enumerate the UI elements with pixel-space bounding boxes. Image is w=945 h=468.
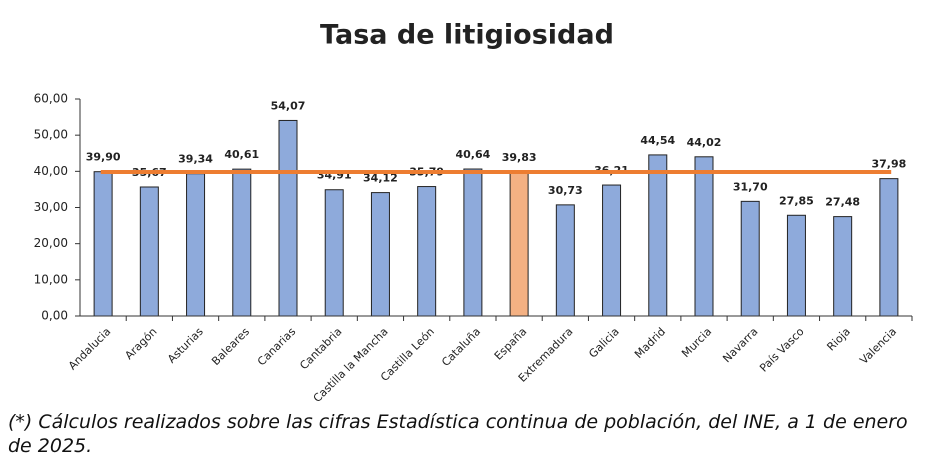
data-label: 44,02: [687, 136, 722, 149]
x-tick-label: Galicia: [586, 325, 622, 361]
bar: [324, 189, 344, 317]
footnote: (*) Cálculos realizados sobre las cifras…: [8, 411, 908, 457]
data-label: 37,98: [871, 158, 906, 171]
x-tick-label: Aragón: [122, 325, 159, 362]
data-label: 27,85: [779, 194, 814, 207]
bar: [417, 186, 437, 317]
data-label: 39,34: [178, 153, 213, 166]
data-label: 39,90: [86, 151, 121, 164]
y-tick-label: 30,00: [34, 200, 68, 214]
bar: [139, 186, 159, 317]
data-label: 30,73: [548, 184, 583, 197]
x-tick-label: Cantabria: [297, 325, 344, 372]
y-tick-label: 0,00: [41, 309, 68, 323]
x-tick-label: País Vasco: [757, 325, 807, 375]
y-tick-label: 10,00: [34, 272, 68, 286]
bar: [602, 184, 622, 317]
bar: [555, 204, 575, 317]
bar: [694, 156, 714, 317]
bar: [740, 200, 760, 317]
chart: Tasa de litigiosidad 0,00 10,00 20,00 30,00…: [34, 20, 913, 405]
data-label: 54,07: [271, 99, 306, 112]
bar: [833, 216, 853, 317]
y-tick-label: 60,00: [34, 92, 68, 106]
bar: [463, 168, 483, 317]
x-tick-label: Murcia: [679, 325, 714, 360]
x-tick-label: Andalucia: [66, 325, 113, 372]
data-label: 44,54: [640, 134, 675, 147]
data-label: 39,83: [502, 151, 537, 164]
data-label: 40,64: [455, 148, 490, 161]
x-tick-label: Baleares: [209, 325, 252, 368]
y-tick-label: 40,00: [34, 164, 68, 178]
x-tick-label: Canarias: [255, 325, 298, 368]
bar: [370, 192, 390, 317]
bar: [232, 168, 252, 317]
bar: [786, 214, 806, 317]
x-tick-label: Valencia: [857, 325, 899, 367]
x-tick-label: Navarra: [720, 325, 760, 365]
data-label: 27,48: [825, 196, 860, 209]
x-tick-label: Madrid: [632, 325, 668, 361]
bar: [879, 178, 899, 317]
bar: [509, 171, 529, 317]
x-tick-label: Rioja: [824, 325, 852, 353]
x-tick-label: Asturias: [165, 325, 206, 366]
bar: [648, 154, 668, 317]
data-label: 40,61: [224, 148, 259, 161]
data-label: 34,12: [363, 172, 398, 185]
bar: [93, 171, 113, 317]
y-tick-label: 20,00: [34, 236, 68, 250]
y-tick-label: 50,00: [34, 128, 68, 142]
x-tick-label: Cataluña: [439, 325, 483, 369]
bar: [186, 173, 206, 317]
x-tick-label: España: [492, 325, 530, 363]
bar: [278, 119, 298, 317]
data-label: 31,70: [733, 180, 768, 193]
chart-title: Tasa de litigiosidad: [320, 20, 614, 51]
